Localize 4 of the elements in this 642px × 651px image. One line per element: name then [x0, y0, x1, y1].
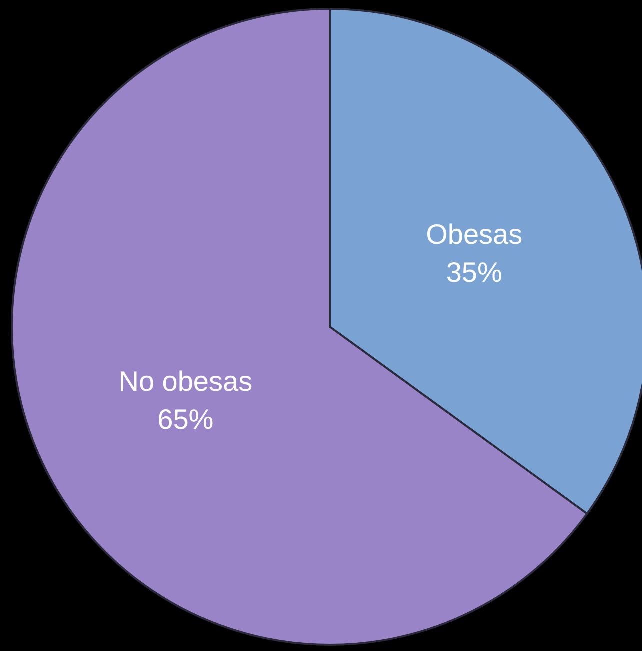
data-label: 35%: [446, 256, 502, 288]
slice-label: No obesas: [118, 366, 253, 398]
data-label: 65%: [158, 404, 214, 436]
slice-label: Obesas: [426, 218, 523, 250]
